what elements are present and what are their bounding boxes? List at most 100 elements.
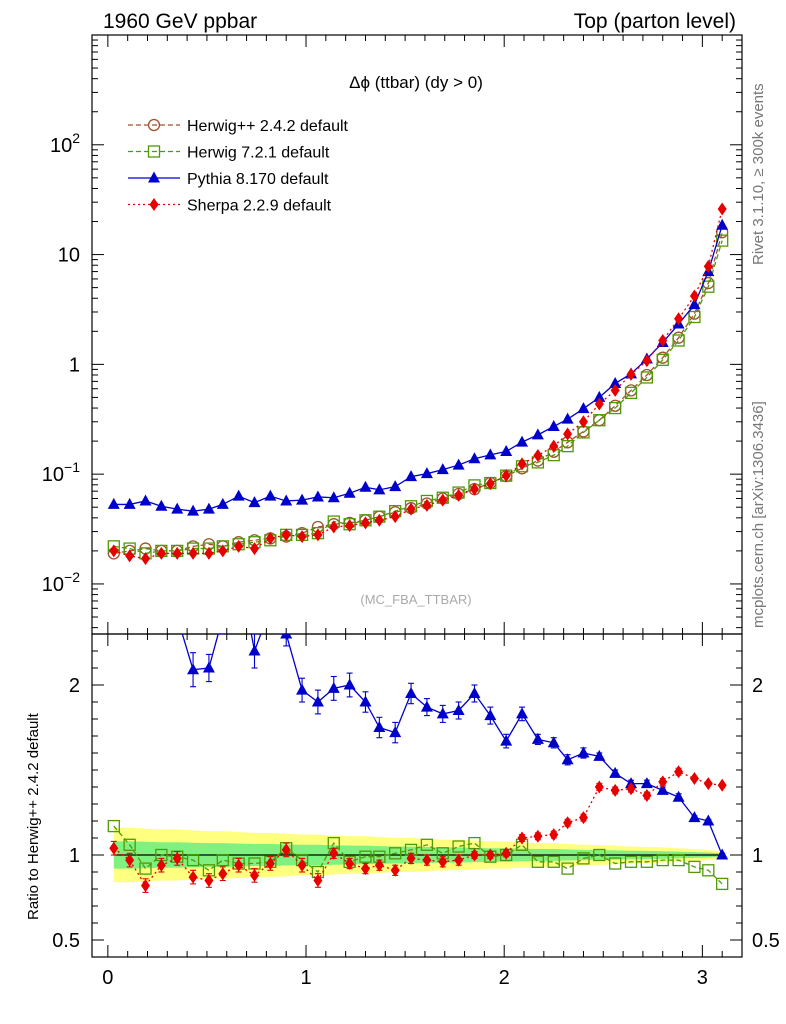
legend-label-sherpa: Sherpa 2.2.9 default [187, 198, 332, 215]
ratio-point-sherpa [329, 846, 339, 860]
ratio-point-pythia [264, 602, 276, 613]
series-line-herwig7 [113, 240, 723, 555]
y-tick-label: 10−1 [42, 459, 80, 486]
ratio-y-tick-label-right: 0.5 [752, 930, 780, 952]
legend: Herwig++ 2.4.2 default Herwig 7.2.1 defau… [128, 118, 349, 215]
ratio-point-sherpa [594, 780, 604, 794]
point-sherpa [406, 502, 416, 516]
series-line-sherpa [113, 208, 723, 560]
point-herwig7 [702, 280, 715, 293]
ratio-point-herwig7 [593, 848, 606, 862]
point-herwig7 [716, 234, 729, 247]
point-sherpa [594, 397, 604, 411]
ratio-point-pythia [436, 707, 449, 719]
point-pythia [296, 493, 309, 505]
point-herwigpp [609, 399, 622, 412]
point-pythia [155, 499, 168, 511]
ratio-y-tick-label: 1 [69, 845, 80, 867]
point-pythia [389, 480, 402, 492]
point-sherpa [313, 528, 323, 542]
ratio-point-sherpa [109, 841, 119, 855]
ratio-point-pythia [500, 734, 513, 746]
ratio-point-pythia [577, 746, 590, 758]
ratio-point-pythia [420, 700, 433, 712]
point-sherpa [125, 549, 135, 563]
ratio-point-herwig7 [672, 853, 685, 867]
ratio-point-sherpa [454, 853, 464, 867]
ratio-point-pythia [202, 661, 215, 673]
header-right: Top (parton level) [574, 10, 736, 33]
point-pythia [577, 402, 590, 414]
source-label: mcplots.cern.ch [arXiv:1306.3436] [750, 401, 767, 628]
ratio-point-sherpa [250, 868, 259, 882]
ratio-y-tick-label-right: 2 [752, 675, 763, 697]
point-pythia [500, 444, 513, 456]
ratio-point-pythia [124, 577, 136, 588]
ratio-point-sherpa [313, 874, 323, 887]
point-pythia [373, 483, 386, 495]
point-pythia [716, 218, 729, 230]
ratio-point-herwig7 [640, 855, 654, 868]
legend-label-pythia: Pythia 8.170 default [187, 171, 329, 188]
point-pythia [547, 419, 560, 431]
ratio-point-herwig7 [656, 853, 669, 867]
ratio-line-sherpa [113, 770, 723, 887]
plot-title: Δϕ (ttbar) (dy > 0) [349, 73, 483, 92]
ratio-frame [91, 633, 743, 958]
ratio-point-herwig7 [123, 838, 136, 851]
ratio-point-pythia [531, 732, 544, 744]
ratio-point-sherpa [674, 765, 684, 779]
point-pythia [327, 491, 340, 503]
ratio-point-pythia [171, 611, 183, 622]
point-sherpa [329, 520, 339, 534]
point-herwig7 [561, 439, 574, 453]
legend-marker-herwigpp [147, 118, 161, 132]
point-sherpa [250, 542, 259, 556]
watermark: (MC_FBA_TTBAR) [360, 592, 471, 607]
ratio-point-sherpa [422, 853, 432, 867]
series-line-pythia [113, 225, 723, 512]
x-tick-label: 0 [102, 967, 113, 989]
point-sherpa [517, 457, 527, 471]
point-sherpa [204, 546, 214, 560]
point-sherpa [360, 516, 370, 530]
point-sherpa [172, 546, 182, 560]
ratio-point-pythia [593, 749, 606, 761]
x-tick-label: 1 [300, 967, 311, 989]
ratio-point-pythia [716, 848, 729, 860]
point-herwig7 [640, 371, 654, 384]
point-sherpa [469, 482, 479, 496]
ratio-point-pythia [640, 777, 653, 789]
point-pythia [484, 448, 497, 460]
point-sherpa [689, 289, 699, 303]
ratio-point-sherpa [485, 848, 495, 862]
ratio-point-pythia [311, 695, 324, 707]
point-herwig7 [624, 386, 638, 400]
ratio-panel: 0.5 0.5 1 1 2 2 0 1 2 3 [52, 633, 780, 989]
point-pythia [343, 486, 356, 498]
ratio-point-sherpa [218, 867, 228, 881]
ratio-point-pythia [656, 783, 669, 795]
legend-marker-pythia [148, 171, 160, 183]
point-pythia [123, 497, 136, 509]
point-sherpa [703, 259, 713, 273]
point-pythia [139, 494, 152, 506]
point-pythia [187, 504, 200, 516]
point-sherpa [642, 354, 652, 368]
ratio-point-sherpa [533, 829, 543, 843]
point-sherpa [438, 493, 448, 507]
point-pythia [216, 497, 229, 509]
ratio-point-herwig7 [389, 847, 402, 860]
point-sherpa [156, 546, 166, 560]
ratio-point-sherpa [156, 858, 166, 872]
ratio-point-herwig7 [547, 855, 560, 868]
point-pythia [248, 496, 261, 508]
ratio-point-pythia [468, 687, 481, 698]
ratio-point-pythia [405, 687, 418, 698]
ratio-point-herwig7 [561, 862, 574, 875]
ratio-point-sherpa [626, 782, 636, 796]
point-pythia [311, 490, 324, 502]
ratio-y-tick-label: 2 [69, 675, 80, 697]
ratio-y-tick-label-right: 1 [752, 845, 763, 867]
ratio-point-herwig7 [420, 838, 434, 851]
